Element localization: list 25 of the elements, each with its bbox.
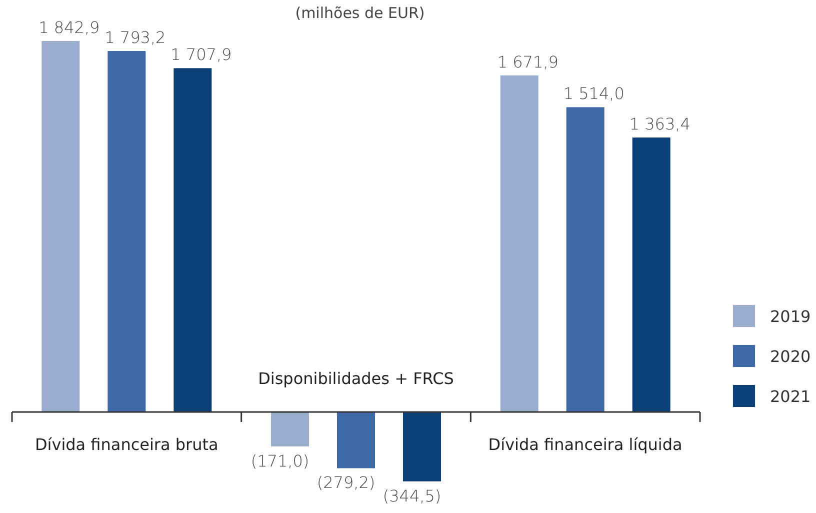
x-tick-label: Dívida financeira bruta	[34, 435, 218, 454]
data-label: (344,5)	[382, 486, 442, 506]
data-label: (171,0)	[250, 451, 310, 470]
bar	[337, 412, 375, 468]
bar	[632, 138, 670, 412]
data-label: 1 671,9	[497, 52, 558, 72]
data-label: 1 363,4	[629, 114, 690, 134]
bar	[108, 51, 146, 412]
data-label: 1 842,9	[38, 18, 100, 37]
x-tick-label: Disponibilidades + FRCS	[258, 369, 454, 388]
data-label: 1 514,0	[563, 84, 624, 104]
bar	[403, 412, 441, 482]
bar	[271, 412, 309, 446]
data-label: 1 707,9	[170, 45, 232, 64]
bar	[566, 107, 604, 412]
chart-title: (milhões de EUR)	[295, 4, 425, 22]
x-tick-label: Dívida financeira líquida	[488, 435, 682, 454]
data-label: (279,2)	[316, 473, 376, 492]
bar	[500, 75, 538, 412]
bar	[174, 68, 212, 412]
data-label: 1 793,2	[104, 28, 166, 48]
bar	[42, 41, 80, 412]
legend-label: 2019	[770, 307, 811, 326]
legend-label: 2021	[770, 387, 811, 406]
legend-label: 2020	[770, 347, 811, 366]
